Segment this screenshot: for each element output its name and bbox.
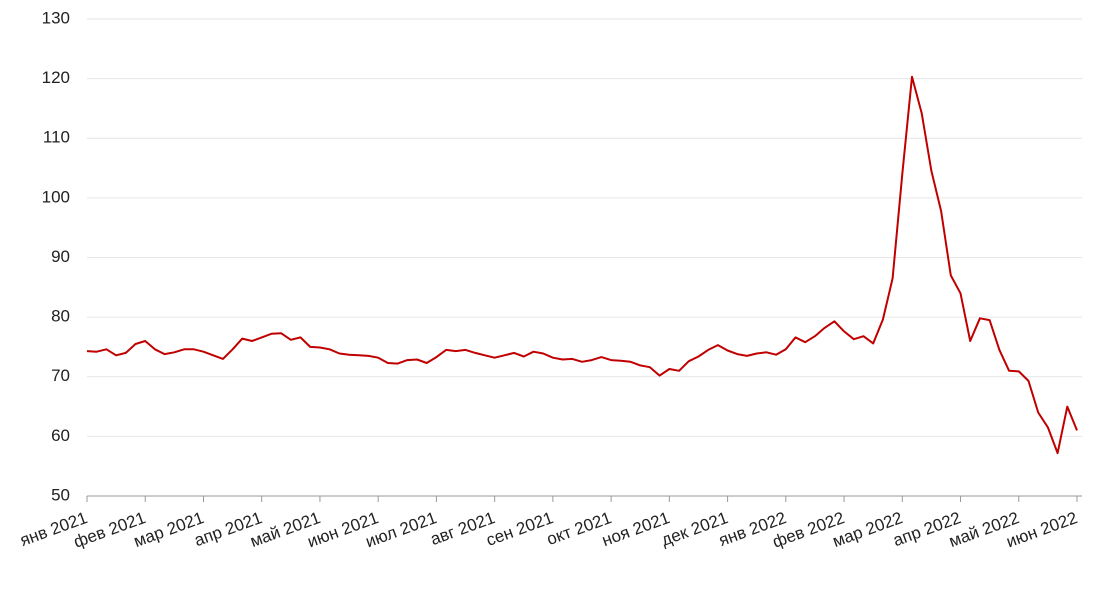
x-tick-label: ноя 2021 [599, 508, 672, 550]
line [86, 75, 1078, 455]
y-tick-label: 90 [51, 247, 70, 266]
y-tick-label: 70 [51, 366, 70, 385]
y-tick-label: 80 [51, 307, 70, 326]
y-tick-label: 110 [43, 128, 70, 147]
y-tick-label: 60 [51, 426, 70, 445]
y-tick-label: 100 [42, 187, 70, 206]
x-tick-label: сен 2021 [484, 508, 556, 550]
y-tick-label: 120 [42, 68, 70, 87]
y-tick-label: 50 [51, 485, 70, 504]
y-tick-label: 130 [42, 8, 70, 27]
